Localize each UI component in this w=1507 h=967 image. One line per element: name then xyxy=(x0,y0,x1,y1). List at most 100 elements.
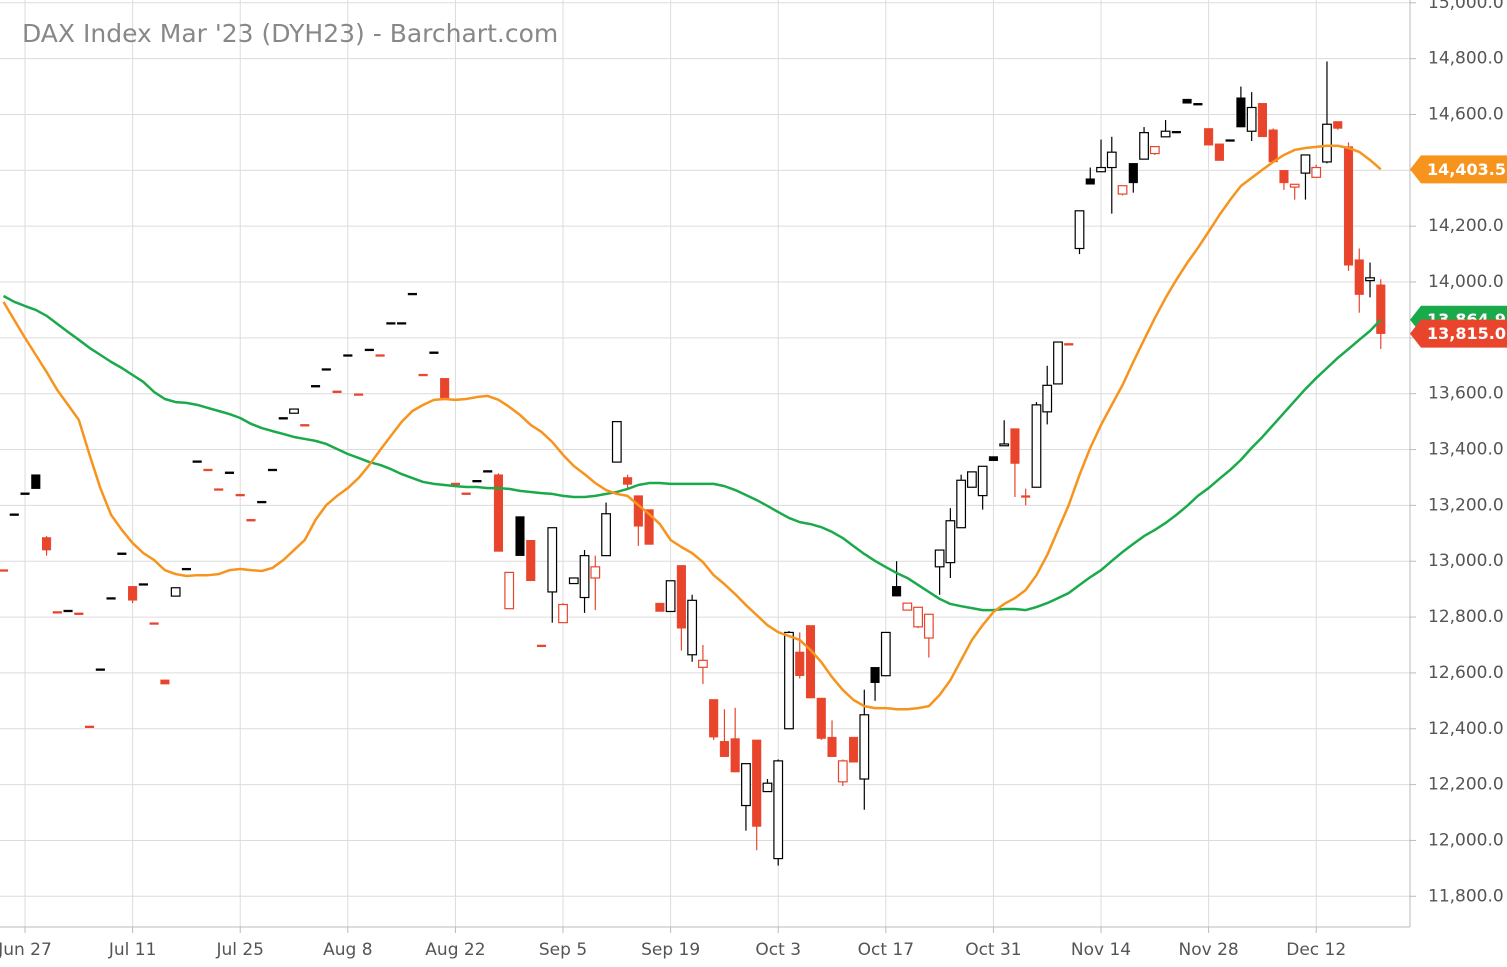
candle-body xyxy=(923,613,934,639)
candle-body xyxy=(816,697,826,739)
candle-body xyxy=(128,586,138,601)
candle-body xyxy=(526,540,536,582)
candle-body xyxy=(1031,404,1042,488)
candle-body xyxy=(246,519,256,522)
plot xyxy=(0,61,1386,866)
candle-body xyxy=(1096,166,1106,173)
candle-body xyxy=(1257,103,1267,138)
candle-body xyxy=(1354,259,1364,295)
candle-body xyxy=(450,482,460,486)
candle-body xyxy=(224,471,235,474)
candle-body xyxy=(354,393,364,396)
candle-body xyxy=(1376,284,1386,334)
candle-body xyxy=(117,552,127,555)
candle-body xyxy=(278,417,288,420)
candle-body xyxy=(1343,146,1354,266)
candle-body xyxy=(837,760,848,783)
candle-body xyxy=(848,736,859,763)
candle-body xyxy=(601,513,611,557)
price-tag-label: 14,403.5 xyxy=(1427,160,1506,179)
candle-body xyxy=(106,597,116,600)
candle-body xyxy=(719,741,729,757)
y-tick-label: 12,600.0 xyxy=(1428,663,1504,683)
candle-body xyxy=(52,611,62,614)
candle-body xyxy=(257,500,267,504)
candle-body xyxy=(63,609,73,613)
candle-body xyxy=(1225,139,1235,142)
candle-body xyxy=(1204,128,1214,146)
candle-body xyxy=(1365,277,1375,282)
candle-body xyxy=(752,739,762,827)
candle-body xyxy=(31,474,41,489)
candle-body xyxy=(1074,210,1085,250)
candle-body xyxy=(1333,121,1343,129)
moving-average-line xyxy=(2,144,1382,711)
candle-body xyxy=(9,513,19,516)
candle-body xyxy=(74,612,84,615)
chart-title: DAX Index Mar '23 (DYH23) - Barchart.com xyxy=(22,19,558,48)
candle-body xyxy=(41,537,52,551)
candle-body xyxy=(1053,341,1063,385)
candle-body xyxy=(472,480,482,483)
candle-body xyxy=(440,378,450,399)
candle-body xyxy=(977,465,988,497)
candle-body xyxy=(880,631,891,677)
y-tick-label: 14,000.0 xyxy=(1428,272,1504,292)
y-tick-label: 14,600.0 xyxy=(1428,104,1504,124)
candle-body xyxy=(665,580,676,613)
x-tick-label: Jul 11 xyxy=(108,940,157,960)
candle-body xyxy=(397,322,407,325)
candle-body xyxy=(1064,343,1074,346)
candle-body xyxy=(267,468,278,472)
last-price-tag xyxy=(1410,319,1507,348)
candle-body xyxy=(1311,166,1322,178)
candle-body xyxy=(483,470,493,473)
candle-body xyxy=(203,468,213,472)
candle-body xyxy=(611,421,622,463)
candle-body xyxy=(1236,97,1246,128)
candle-body xyxy=(1214,143,1224,161)
candle-body xyxy=(1085,178,1095,185)
x-tick-label: Oct 31 xyxy=(965,940,1021,960)
y-tick-label: 15,000.0 xyxy=(1428,0,1504,13)
candle-body xyxy=(988,456,998,461)
x-tick-label: Dec 12 xyxy=(1286,940,1346,960)
candle-body xyxy=(859,714,870,780)
candle-body xyxy=(945,520,956,564)
candle-body xyxy=(579,555,590,599)
candle-body xyxy=(730,738,740,773)
candle-body xyxy=(364,348,374,352)
candle-body xyxy=(1182,98,1192,104)
candle-body xyxy=(386,322,396,325)
moving-average-line xyxy=(2,294,1382,612)
price-tag xyxy=(1410,155,1507,184)
y-tick-label: 14,200.0 xyxy=(1428,216,1504,236)
x-tick-label: Jun 27 xyxy=(0,940,52,960)
x-tick-label: Aug 8 xyxy=(323,940,372,960)
candle-body xyxy=(170,587,181,597)
candle-body xyxy=(956,479,967,529)
candle-body xyxy=(784,631,794,730)
candle-body xyxy=(795,651,805,676)
candle-body xyxy=(1139,132,1149,160)
candle-body xyxy=(95,668,105,671)
candle-body xyxy=(644,509,654,545)
candle-body xyxy=(773,760,784,860)
candle-body xyxy=(827,736,837,757)
candle-body xyxy=(762,782,773,793)
candle-body xyxy=(1117,185,1128,195)
candle-body xyxy=(214,488,224,491)
candle-body xyxy=(461,492,471,495)
candle-body xyxy=(504,571,515,610)
candle-body xyxy=(407,292,417,296)
candle-body xyxy=(655,602,665,612)
grid xyxy=(0,0,1410,927)
candle-body xyxy=(1322,123,1332,163)
candle-body xyxy=(375,354,385,357)
candle-body xyxy=(934,549,945,568)
candle-body xyxy=(1128,163,1138,184)
y-tick-label: 12,800.0 xyxy=(1428,607,1504,627)
candle-body xyxy=(1021,495,1031,498)
